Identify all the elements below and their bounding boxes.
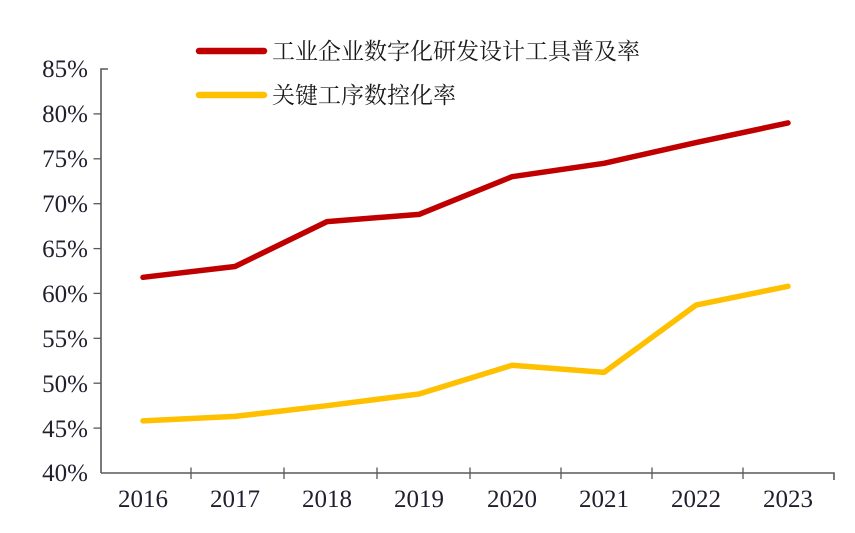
svg-text:2018: 2018 — [302, 486, 352, 513]
svg-text:关键工序数控化率: 关键工序数控化率 — [272, 77, 456, 110]
svg-text:40%: 40% — [42, 460, 88, 487]
svg-text:65%: 65% — [42, 236, 88, 263]
svg-text:工业企业数字化研发设计工具普及率: 工业企业数字化研发设计工具普及率 — [272, 33, 640, 66]
svg-text:2022: 2022 — [671, 486, 721, 513]
svg-text:2020: 2020 — [487, 486, 537, 513]
svg-text:75%: 75% — [42, 146, 88, 173]
svg-text:2021: 2021 — [579, 486, 629, 513]
svg-text:45%: 45% — [42, 416, 88, 443]
svg-text:85%: 85% — [42, 56, 88, 83]
svg-text:2023: 2023 — [763, 486, 813, 513]
svg-text:2019: 2019 — [394, 486, 444, 513]
svg-text:2016: 2016 — [118, 486, 168, 513]
svg-text:70%: 70% — [42, 191, 88, 218]
svg-text:55%: 55% — [42, 326, 88, 353]
svg-text:2017: 2017 — [210, 486, 260, 513]
svg-text:60%: 60% — [42, 281, 88, 308]
svg-text:50%: 50% — [42, 371, 88, 398]
svg-text:80%: 80% — [42, 101, 88, 128]
